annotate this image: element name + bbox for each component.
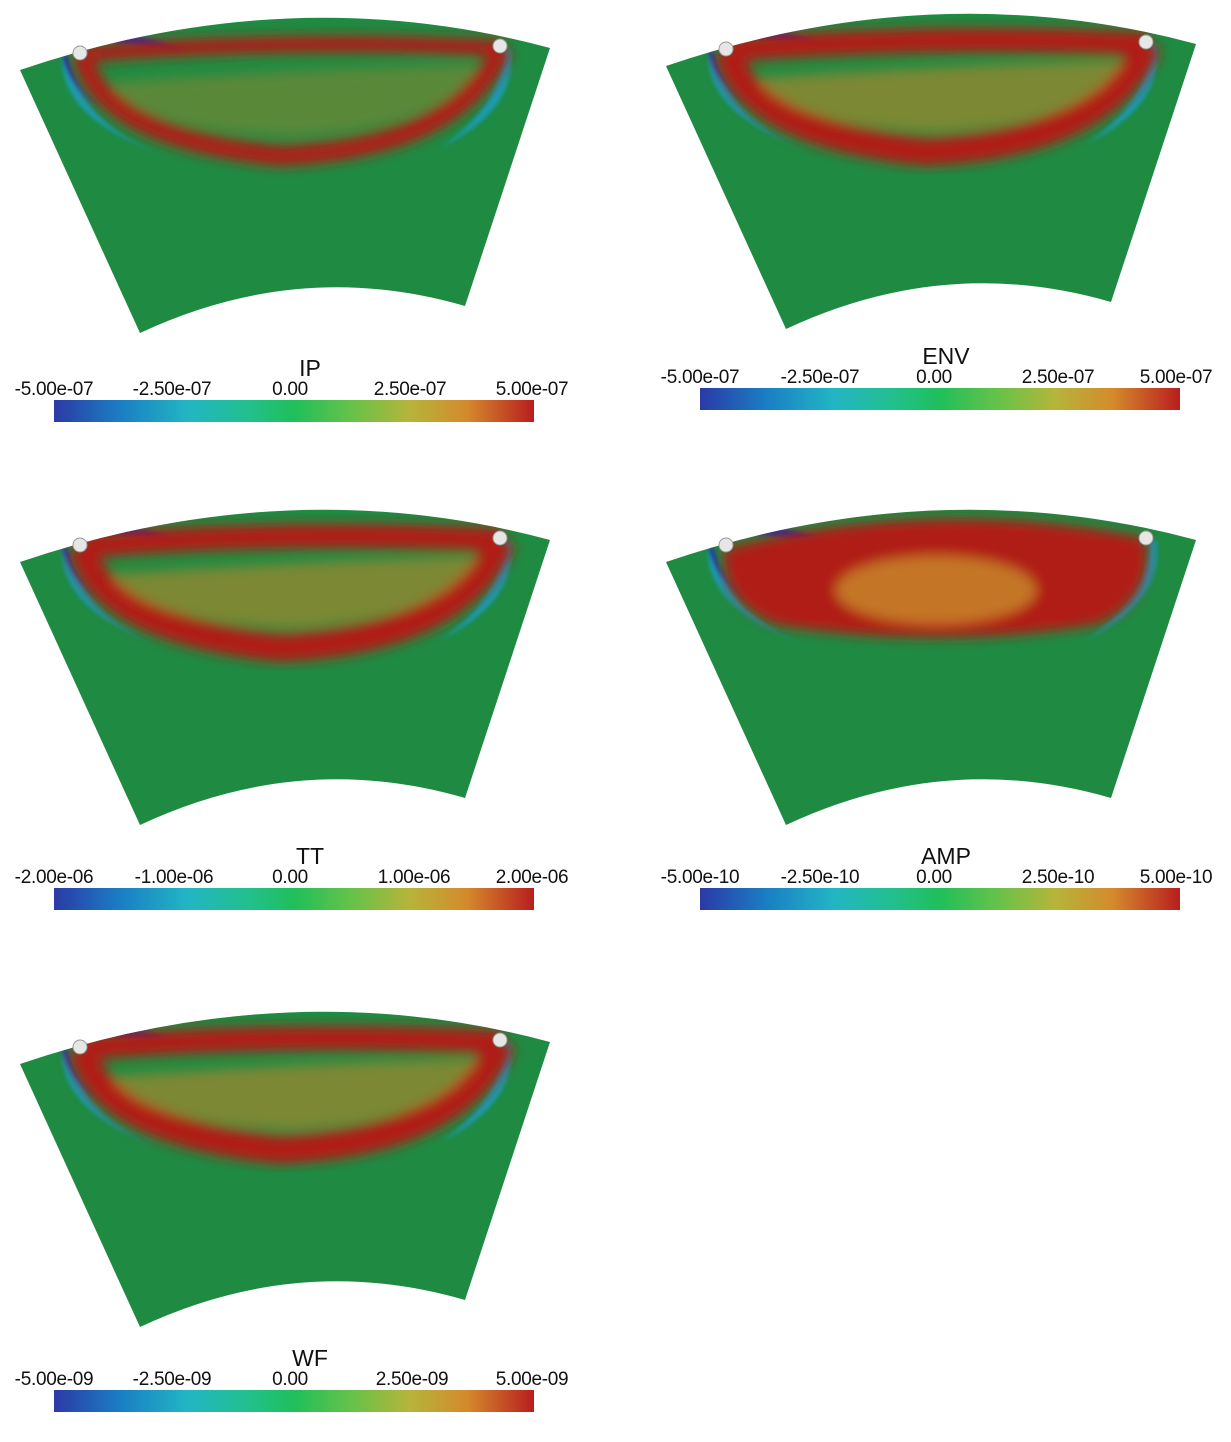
panel-ip: IP -5.00e-07 -2.50e-07 0.00 2.50e-07 5.0… xyxy=(10,8,610,448)
positive-banana xyxy=(68,1026,515,1165)
colorbar-amp xyxy=(700,888,1180,910)
sensitivity-kernel-ip xyxy=(20,17,550,334)
station-marker-1 xyxy=(1138,34,1154,50)
tick-wf-1: -2.50e-09 xyxy=(132,1369,212,1390)
positive-banana xyxy=(72,36,512,167)
panel-wf: WF -5.00e-09 -2.50e-09 0.00 2.50e-09 5.0… xyxy=(10,1002,610,1442)
tick-ip-0: -5.00e-07 xyxy=(14,379,94,400)
sensitivity-kernel-tt xyxy=(20,509,550,825)
colorbar-wf xyxy=(54,1390,534,1412)
legend-title-tt: TT xyxy=(295,843,325,869)
tick-tt-1: -1.00e-06 xyxy=(134,867,214,888)
colorbar-ip xyxy=(54,400,534,422)
sensitivity-kernel-wf xyxy=(20,1011,550,1327)
legend-title-env: ENV xyxy=(922,343,970,369)
station-marker-1 xyxy=(492,530,508,546)
tick-tt-3: 1.00e-06 xyxy=(377,867,451,888)
station-marker-0 xyxy=(72,1039,88,1055)
station-marker-0 xyxy=(72,45,88,61)
tick-env-3: 2.50e-07 xyxy=(1021,367,1095,388)
tick-amp-4: 5.00e-10 xyxy=(1139,867,1213,888)
tick-env-1: -2.50e-07 xyxy=(780,367,860,388)
tick-wf-2: 0.00 xyxy=(272,1369,308,1390)
tick-amp-2: 0.00 xyxy=(916,867,952,888)
station-marker-0 xyxy=(718,537,734,553)
tick-wf-0: -5.00e-09 xyxy=(14,1369,94,1390)
tick-tt-4: 2.00e-06 xyxy=(495,867,569,888)
sensitivity-kernel-amp xyxy=(666,509,1196,825)
station-marker-1 xyxy=(492,38,508,54)
tick-env-2: 0.00 xyxy=(916,367,952,388)
station-marker-1 xyxy=(1138,530,1154,546)
sensitivity-kernel-env xyxy=(666,13,1196,330)
panel-amp: AMP -5.00e-10 -2.50e-10 0.00 2.50e-10 5.… xyxy=(656,500,1231,940)
tick-amp-3: 2.50e-10 xyxy=(1021,867,1095,888)
station-marker-0 xyxy=(718,41,734,57)
legend-title-wf: WF xyxy=(292,1345,328,1371)
legend-title-amp: AMP xyxy=(921,843,971,869)
station-marker-0 xyxy=(72,537,88,553)
tick-env-4: 5.00e-07 xyxy=(1139,367,1213,388)
panel-env: ENV -5.00e-07 -2.50e-07 0.00 2.50e-07 5.… xyxy=(656,4,1231,444)
tick-ip-4: 5.00e-07 xyxy=(495,379,569,400)
positive-banana xyxy=(714,28,1161,167)
tick-ip-1: -2.50e-07 xyxy=(132,379,212,400)
tick-env-0: -5.00e-07 xyxy=(660,367,740,388)
colorbar-env xyxy=(700,388,1180,410)
tick-ip-2: 0.00 xyxy=(272,379,308,400)
positive-banana xyxy=(723,518,1148,638)
tick-wf-3: 2.50e-09 xyxy=(375,1369,449,1390)
panel-tt: TT -2.00e-06 -1.00e-06 0.00 1.00e-06 2.0… xyxy=(10,500,610,940)
tick-wf-4: 5.00e-09 xyxy=(495,1369,569,1390)
colorbar-tt xyxy=(54,888,534,910)
tick-ip-3: 2.50e-07 xyxy=(373,379,447,400)
station-marker-1 xyxy=(492,1032,508,1048)
tick-tt-2: 0.00 xyxy=(272,867,308,888)
tick-tt-0: -2.00e-06 xyxy=(14,867,94,888)
tick-amp-1: -2.50e-10 xyxy=(780,867,860,888)
legend-title-ip: IP xyxy=(299,355,321,381)
positive-banana xyxy=(68,524,515,663)
tick-amp-0: -5.00e-10 xyxy=(660,867,740,888)
